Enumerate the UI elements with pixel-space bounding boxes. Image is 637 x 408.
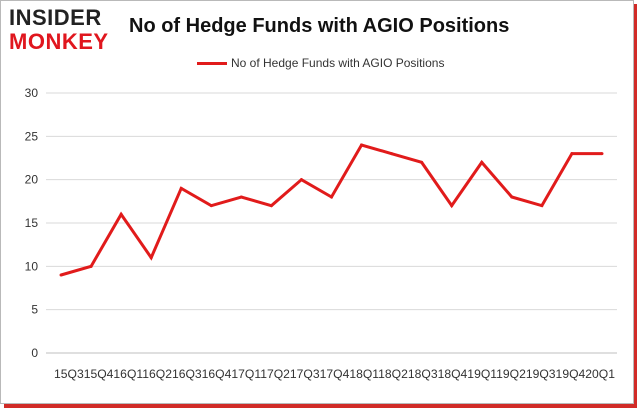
y-axis-ticks: 0 5 10 15 20 25 30 xyxy=(25,86,39,360)
logo-text-insider: INSIDER xyxy=(9,5,102,30)
data-point-17Q4 xyxy=(330,195,333,199)
data-point-18Q2 xyxy=(390,152,394,156)
x-axis: 15Q315Q416Q116Q216Q316Q417Q117Q217Q317Q4… xyxy=(46,352,617,381)
data-point-18Q3 xyxy=(420,160,424,164)
data-point-16Q4 xyxy=(209,204,213,208)
data-point-18Q1 xyxy=(360,143,364,147)
data-point-17Q2 xyxy=(269,204,273,208)
data-point-16Q3 xyxy=(179,186,183,190)
legend-label: No of Hedge Funds with AGIO Positions xyxy=(231,56,445,70)
data-point-19Q1 xyxy=(480,160,484,164)
data-point-19Q4 xyxy=(570,152,574,156)
legend-line-swatch xyxy=(197,61,227,65)
frame-shadow-right xyxy=(634,4,637,408)
y-tick-label: 30 xyxy=(25,86,39,100)
y-tick-label: 5 xyxy=(31,303,38,317)
frame-shadow-bottom xyxy=(4,404,637,408)
grid-lines xyxy=(46,92,617,354)
series-group xyxy=(59,143,604,277)
data-point-16Q2 xyxy=(149,256,153,260)
logo-text-monkey: MONKEY xyxy=(9,29,109,54)
y-tick-label: 20 xyxy=(25,173,39,187)
y-tick-label: 25 xyxy=(25,129,39,143)
data-point-20Q1 xyxy=(600,152,604,156)
data-point-19Q3 xyxy=(540,204,544,208)
series-line xyxy=(60,143,602,277)
data-point-15Q3 xyxy=(59,273,63,277)
insider-monkey-logo: INSIDER MONKEY xyxy=(9,7,121,57)
chart-title: No of Hedge Funds with AGIO Positions xyxy=(129,15,510,37)
y-tick-label: 0 xyxy=(31,346,38,360)
data-point-16Q1 xyxy=(119,212,123,216)
y-tick-label: 15 xyxy=(25,216,39,230)
data-point-19Q2 xyxy=(510,195,514,199)
data-point-17Q3 xyxy=(299,178,303,182)
data-point-15Q4 xyxy=(89,264,93,268)
y-tick-label: 10 xyxy=(25,259,39,273)
x-tick-labels: 15Q315Q416Q116Q216Q316Q417Q117Q217Q317Q4… xyxy=(54,367,615,381)
data-point-18Q4 xyxy=(450,204,454,208)
chart-legend: No of Hedge Funds with AGIO Positions xyxy=(197,55,444,71)
data-point-17Q1 xyxy=(239,195,243,199)
